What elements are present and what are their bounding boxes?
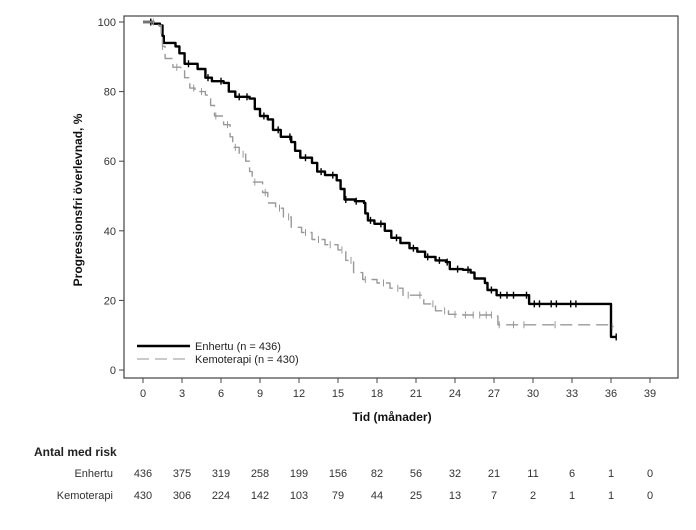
survival-curves — [143, 18, 617, 341]
y-tick-label: 100 — [98, 17, 116, 29]
legend: Enhertu (n = 436) Kemoterapi (n = 430) — [137, 341, 299, 366]
x-tick-label: 24 — [449, 388, 461, 400]
x-tick-label: 0 — [140, 388, 146, 400]
y-axis: 0 20 40 60 80 100 — [98, 17, 124, 377]
y-tick-label: 60 — [104, 156, 116, 168]
risk-cell: 430 — [133, 490, 153, 502]
x-axis-title: Tid (månader) — [352, 410, 431, 424]
risk-cell: 2 — [529, 490, 537, 502]
risk-cell: 21 — [487, 468, 501, 480]
risk-table-title: Antal med risk — [34, 445, 117, 459]
risk-row-label: Enhertu — [74, 468, 113, 480]
risk-cell: 199 — [289, 468, 309, 480]
survival-line-enhertu — [143, 20, 617, 339]
y-tick-label: 40 — [104, 226, 116, 238]
x-tick-label: 3 — [179, 388, 185, 400]
risk-cell: 103 — [289, 490, 309, 502]
y-tick-label: 80 — [104, 87, 116, 99]
risk-cell: 32 — [448, 468, 462, 480]
y-tick-label: 20 — [104, 295, 116, 307]
risk-cell: 56 — [409, 468, 423, 480]
risk-cell: 1 — [568, 490, 576, 502]
risk-cell: 82 — [370, 468, 384, 480]
risk-cell: 44 — [370, 490, 384, 502]
x-tick-label: 33 — [566, 388, 578, 400]
risk-cell: 13 — [448, 490, 462, 502]
x-tick-label: 36 — [605, 388, 617, 400]
x-tick-label: 18 — [371, 388, 383, 400]
risk-cell: 25 — [409, 490, 423, 502]
legend-label-kemoterapi: Kemoterapi (n = 430) — [195, 354, 299, 366]
y-axis-title: Progressionsfri överlevnad, % — [71, 113, 85, 286]
risk-cell: 1 — [607, 468, 615, 480]
risk-cell: 319 — [211, 468, 231, 480]
x-axis: 0 3 6 9 12 15 18 21 24 27 30 33 36 39 — [140, 378, 656, 400]
risk-cell: 6 — [568, 468, 576, 480]
risk-cell: 258 — [250, 468, 270, 480]
y-tick-label: 0 — [110, 365, 116, 377]
risk-cell: 142 — [250, 490, 270, 502]
x-tick-label: 15 — [332, 388, 344, 400]
x-tick-label: 6 — [218, 388, 224, 400]
risk-cell: 0 — [646, 468, 654, 480]
risk-cell: 224 — [211, 490, 231, 502]
risk-cell: 436 — [133, 468, 153, 480]
risk-cell: 7 — [490, 490, 498, 502]
x-tick-label: 9 — [257, 388, 263, 400]
x-tick-label: 39 — [644, 388, 656, 400]
x-tick-label: 30 — [527, 388, 539, 400]
legend-label-enhertu: Enhertu (n = 436) — [195, 341, 281, 353]
x-tick-label: 12 — [293, 388, 305, 400]
risk-row-label: Kemoterapi — [56, 490, 113, 502]
x-tick-label: 27 — [488, 388, 500, 400]
risk-cell: 0 — [646, 490, 654, 502]
survival-line-kemoterapi — [143, 21, 614, 328]
x-tick-label: 21 — [410, 388, 422, 400]
plot-frame — [123, 15, 679, 379]
risk-cell: 375 — [172, 468, 192, 480]
risk-cell: 156 — [328, 468, 348, 480]
risk-cell: 306 — [172, 490, 192, 502]
risk-cell: 1 — [607, 490, 615, 502]
risk-cell: 79 — [331, 490, 345, 502]
risk-cell: 11 — [527, 468, 539, 480]
